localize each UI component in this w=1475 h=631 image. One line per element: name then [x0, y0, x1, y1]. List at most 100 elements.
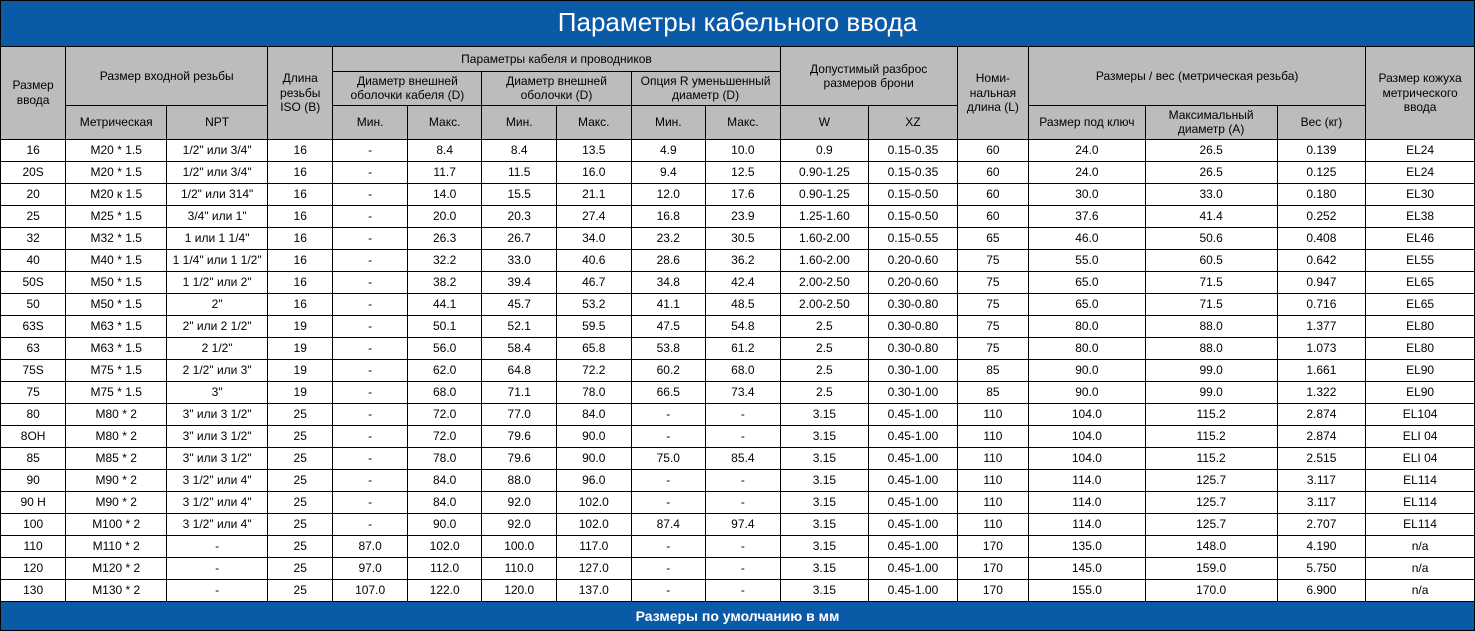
- table-cell: 4.190: [1277, 535, 1366, 557]
- table-cell: 159.0: [1145, 557, 1277, 579]
- table-cell: 130: [1, 579, 66, 601]
- table-cell: -: [706, 557, 781, 579]
- table-cell: 79.6: [482, 447, 557, 469]
- table-cell: 26.3: [407, 227, 482, 249]
- table-cell: -: [333, 161, 408, 183]
- col-thread-len: Длина резьбы ISO (B): [268, 47, 333, 140]
- table-cell: EL65: [1366, 271, 1475, 293]
- table-cell: 48.5: [706, 293, 781, 315]
- table-cell: 75: [957, 315, 1028, 337]
- table-cell: 60: [957, 161, 1028, 183]
- table-cell: 104.0: [1029, 425, 1145, 447]
- table-cell: 23.2: [631, 227, 706, 249]
- table-cell: 30.5: [706, 227, 781, 249]
- table-cell: 84.0: [556, 403, 631, 425]
- table-cell: 27.4: [556, 205, 631, 227]
- col-w: W: [780, 105, 869, 139]
- table-row: 50M50 * 1.52"16-44.145.753.241.148.52.00…: [1, 293, 1475, 315]
- table-cell: 72.2: [556, 359, 631, 381]
- table-cell: 16.8: [631, 205, 706, 227]
- col-nominal-len: Номи-нальная длина (L): [957, 47, 1028, 140]
- table-cell: 110: [957, 491, 1028, 513]
- table-cell: 110: [957, 447, 1028, 469]
- table-cell: 55.0: [1029, 249, 1145, 271]
- table-cell: 41.4: [1145, 205, 1277, 227]
- table-row: 40M40 * 1.51 1/4" или 1 1/2"16-32.233.04…: [1, 249, 1475, 271]
- table-cell: 4.9: [631, 139, 706, 161]
- table-row: 50SM50 * 1.51 1/2" или 2"16-38.239.446.7…: [1, 271, 1475, 293]
- table-cell: 3 1/2" или 4": [167, 513, 268, 535]
- table-cell: 122.0: [407, 579, 482, 601]
- table-cell: 25: [268, 513, 333, 535]
- table-cell: 50.1: [407, 315, 482, 337]
- col-metric: Метрическая: [66, 105, 167, 139]
- table-cell: -: [333, 359, 408, 381]
- table-cell: M80 * 2: [66, 425, 167, 447]
- table-cell: M130 * 2: [66, 579, 167, 601]
- table-cell: 80.0: [1029, 337, 1145, 359]
- table-cell: 3" или 3 1/2": [167, 425, 268, 447]
- col-d2-min: Мин.: [482, 105, 557, 139]
- table-cell: 90.0: [1029, 359, 1145, 381]
- table-cell: 88.0: [482, 469, 557, 491]
- table-cell: 99.0: [1145, 381, 1277, 403]
- table-row: 63SM63 * 1.52" или 2 1/2"19-50.152.159.5…: [1, 315, 1475, 337]
- table-body: 16M20 * 1.51/2" или 3/4"16-8.48.413.54.9…: [1, 139, 1475, 601]
- table-cell: 61.2: [706, 337, 781, 359]
- table-cell: 24.0: [1029, 161, 1145, 183]
- col-casing: Размер кожуха метрического ввода: [1366, 47, 1475, 140]
- table-cell: 19: [268, 337, 333, 359]
- table-cell: 0.125: [1277, 161, 1366, 183]
- table-cell: EL114: [1366, 469, 1475, 491]
- table-cell: 20.3: [482, 205, 557, 227]
- table-cell: 170: [957, 535, 1028, 557]
- table-cell: 1/2" или 3/4": [167, 161, 268, 183]
- table-cell: 2.5: [780, 359, 869, 381]
- table-cell: 85: [957, 359, 1028, 381]
- table-cell: -: [631, 557, 706, 579]
- table-cell: 21.1: [556, 183, 631, 205]
- table-cell: M20 * 1.5: [66, 139, 167, 161]
- table-cell: 60.2: [631, 359, 706, 381]
- table-cell: -: [333, 469, 408, 491]
- table-cell: ELI 04: [1366, 447, 1475, 469]
- table-cell: n/a: [1366, 557, 1475, 579]
- col-dims-weight: Размеры / вес (метрическая резьба): [1029, 47, 1366, 106]
- table-cell: 85.4: [706, 447, 781, 469]
- table-cell: 0.90-1.25: [780, 161, 869, 183]
- table-cell: -: [333, 425, 408, 447]
- table-row: 90 НM90 * 23 1/2" или 4"25-84.092.0102.0…: [1, 491, 1475, 513]
- table-cell: 120.0: [482, 579, 557, 601]
- col-d1-min: Мин.: [333, 105, 408, 139]
- col-key: Размер под ключ: [1029, 105, 1145, 139]
- table-cell: EL80: [1366, 315, 1475, 337]
- table-cell: n/a: [1366, 535, 1475, 557]
- table-cell: 58.4: [482, 337, 557, 359]
- table-cell: 25: [1, 205, 66, 227]
- table-cell: -: [706, 469, 781, 491]
- table-cell: 16: [268, 271, 333, 293]
- table-cell: 170: [957, 579, 1028, 601]
- table-cell: 40: [1, 249, 66, 271]
- col-size: Размер ввода: [1, 47, 66, 140]
- table-cell: 6.900: [1277, 579, 1366, 601]
- table-cell: -: [631, 469, 706, 491]
- table-container: Параметры кабельного ввода Размер ввода …: [0, 0, 1475, 631]
- col-r-max: Макс.: [706, 105, 781, 139]
- table-cell: 0.45-1.00: [869, 425, 958, 447]
- table-cell: -: [333, 205, 408, 227]
- table-cell: 20.0: [407, 205, 482, 227]
- table-cell: 0.9: [780, 139, 869, 161]
- table-cell: -: [167, 557, 268, 579]
- table-cell: 3" или 3 1/2": [167, 403, 268, 425]
- table-cell: 99.0: [1145, 359, 1277, 381]
- table-cell: M50 * 1.5: [66, 271, 167, 293]
- table-cell: 16: [268, 183, 333, 205]
- table-cell: 104.0: [1029, 447, 1145, 469]
- table-cell: -: [333, 315, 408, 337]
- table-cell: 1.60-2.00: [780, 227, 869, 249]
- table-cell: 63S: [1, 315, 66, 337]
- table-cell: 125.7: [1145, 491, 1277, 513]
- col-weight: Вес (кг): [1277, 105, 1366, 139]
- table-cell: M40 * 1.5: [66, 249, 167, 271]
